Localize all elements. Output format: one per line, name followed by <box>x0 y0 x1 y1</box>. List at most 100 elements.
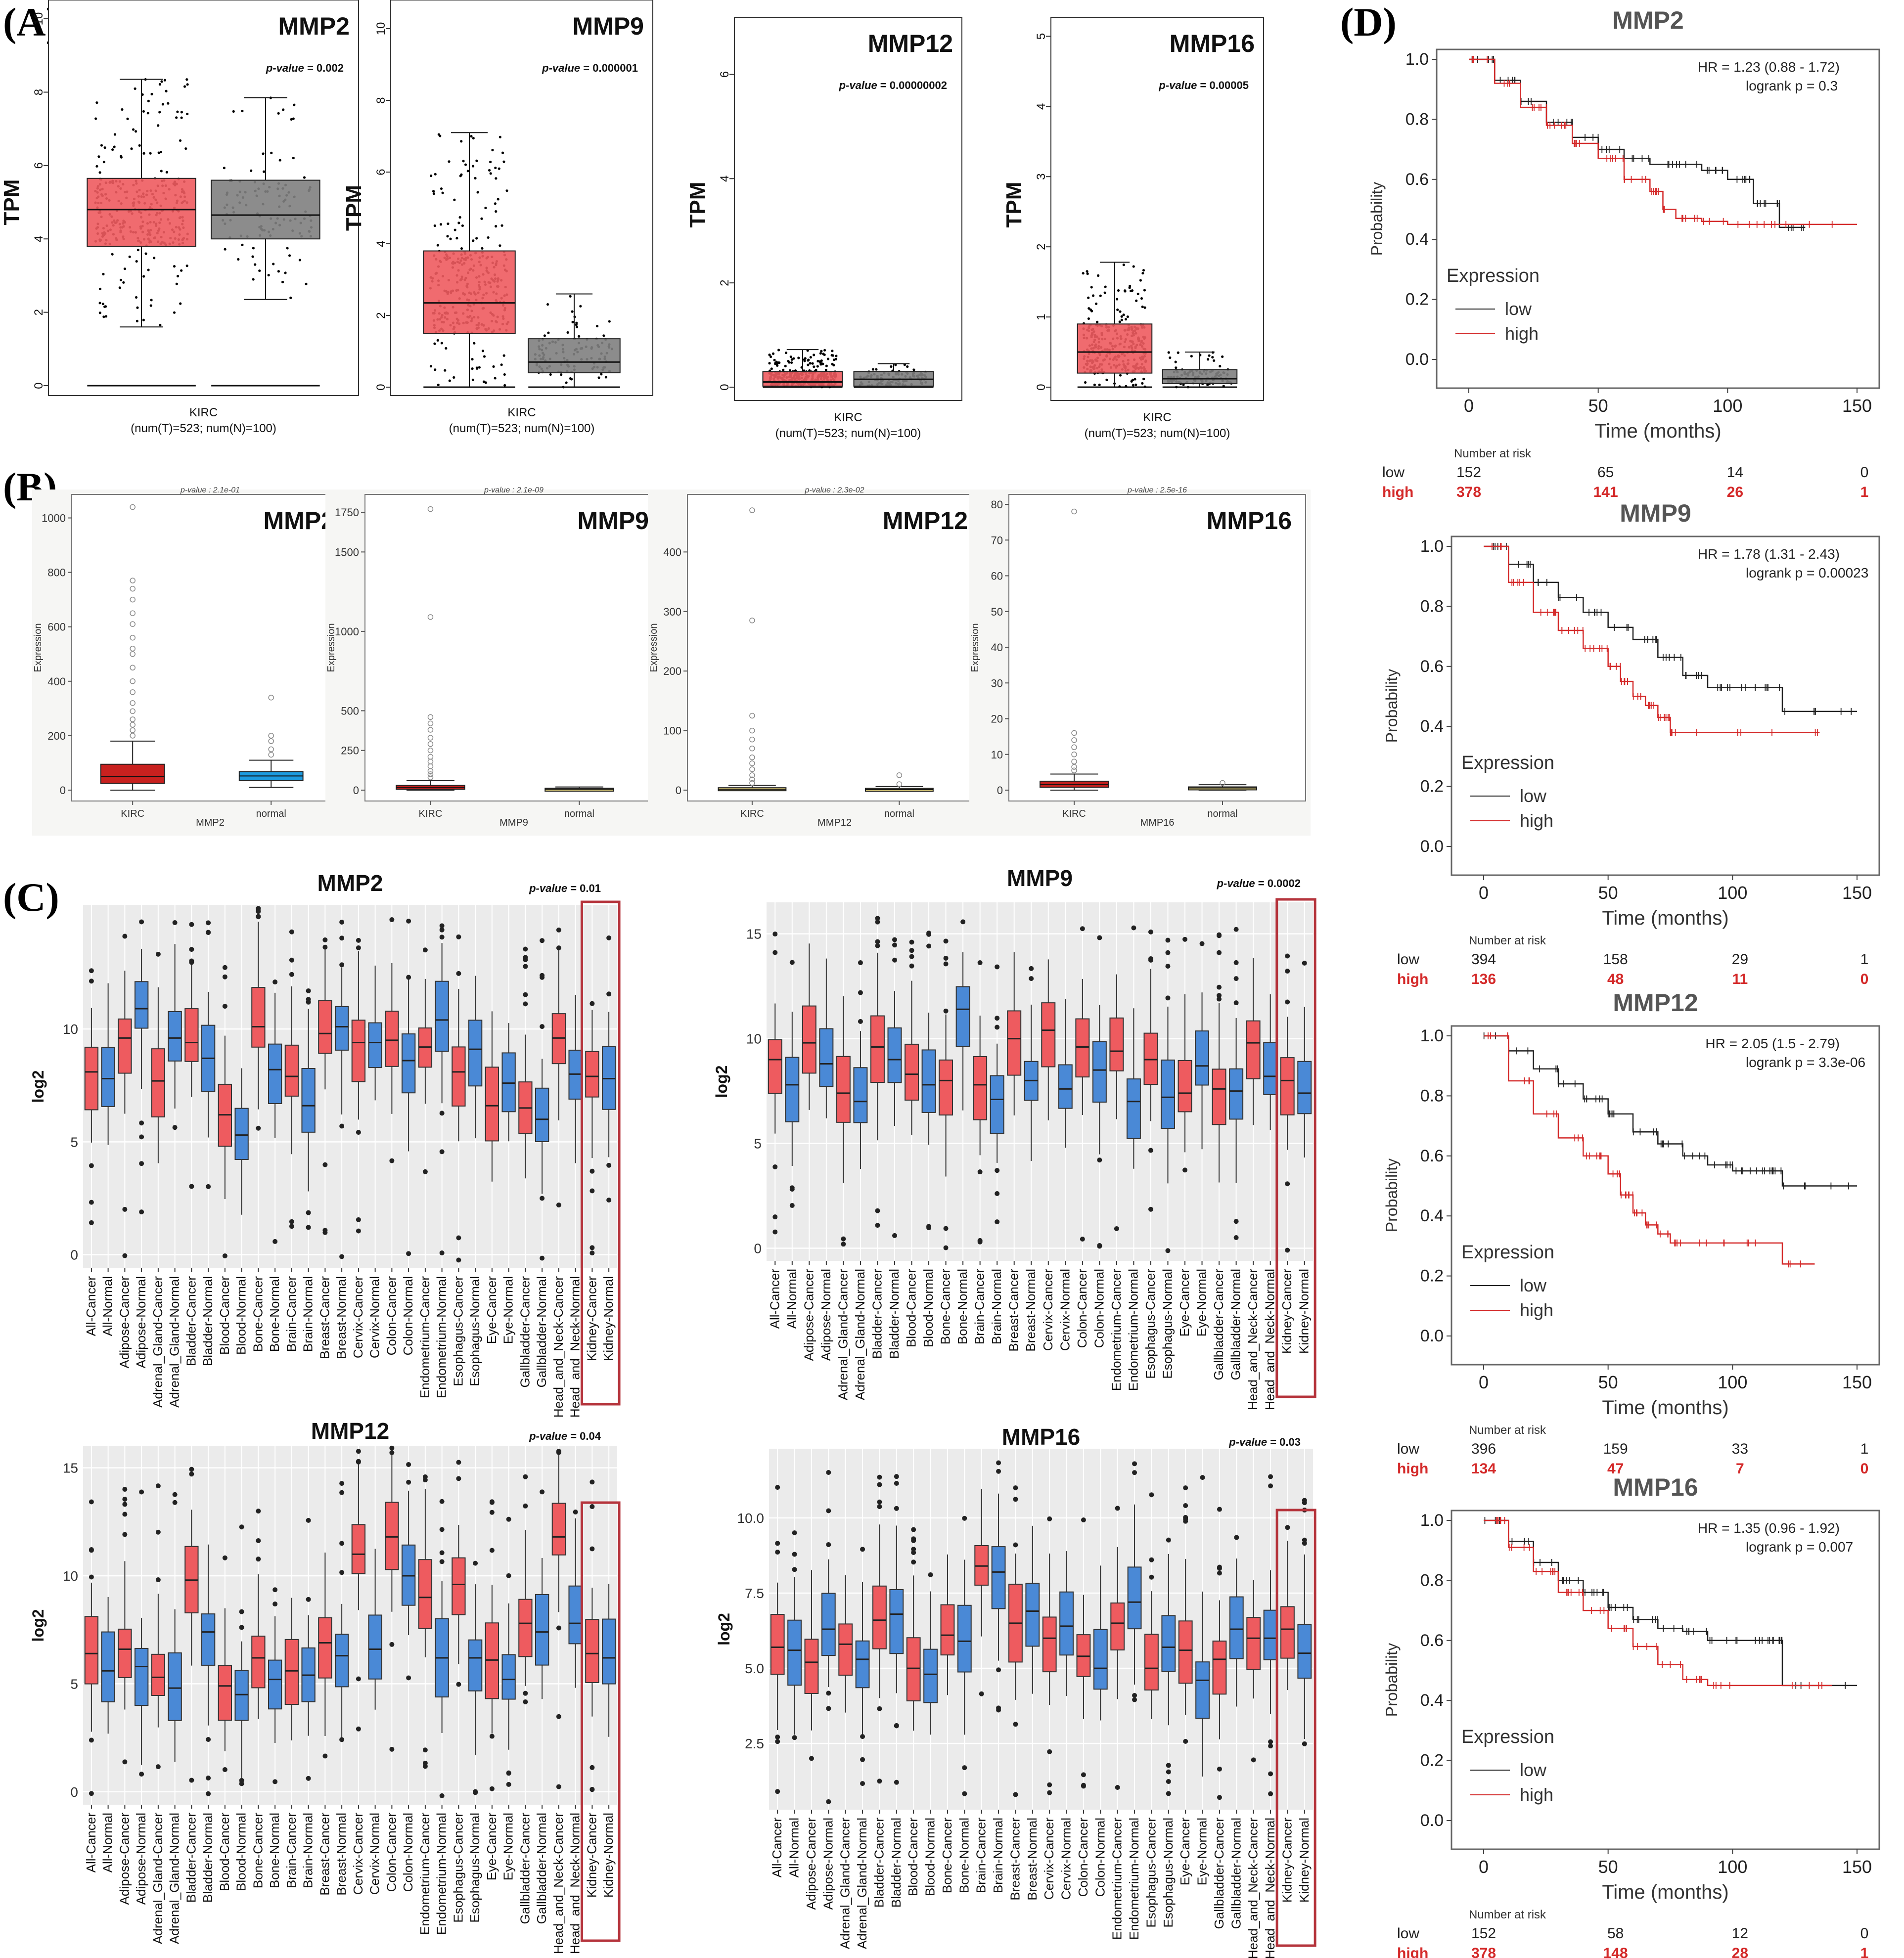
outlier-point <box>256 1538 261 1544</box>
jitter-point <box>1140 297 1143 300</box>
outlier-point <box>1165 950 1171 955</box>
risk-count: 28 <box>1732 1945 1748 1958</box>
y-tick-label: 6 <box>32 162 45 169</box>
outlier-point <box>943 955 949 961</box>
box-kirc <box>100 763 165 784</box>
outlier-point <box>1183 1738 1188 1744</box>
outlier-point <box>894 1481 899 1486</box>
km-curve-low <box>1484 545 1857 712</box>
x-axis-label: KIRC <box>1143 411 1171 424</box>
p-value: p-value = 0.00005 <box>1158 79 1249 91</box>
y-tick-label: 0.8 <box>1405 110 1429 129</box>
outlier-point <box>1217 1565 1222 1571</box>
outlier-point <box>1285 1525 1290 1530</box>
jitter-point <box>474 177 477 179</box>
jitter-point <box>1134 383 1137 386</box>
outlier-point <box>523 1699 528 1705</box>
jitter-point <box>444 369 447 372</box>
box <box>889 1589 904 1654</box>
jitter-point <box>147 268 150 271</box>
jitter-point <box>495 225 498 228</box>
outlier-point <box>1097 935 1102 940</box>
outlier-point <box>1183 1503 1188 1509</box>
box <box>870 1015 885 1083</box>
box <box>134 981 149 1029</box>
jitter-point <box>142 275 145 278</box>
x-tick-label: Brain-Cancer <box>284 1276 299 1352</box>
outlier-point <box>427 747 434 754</box>
jitter-point <box>834 357 838 360</box>
jitter-point <box>436 244 439 247</box>
outlier-point <box>130 634 136 641</box>
y-tick-label: 250 <box>341 745 359 757</box>
jitter-point <box>263 170 266 173</box>
y-tick-label: 1.0 <box>1420 1026 1444 1045</box>
outlier-point <box>1233 927 1239 932</box>
outlier-point <box>540 1196 545 1201</box>
outlier-point <box>1166 1779 1171 1784</box>
x-axis-sublabel: (num(T)=523; num(N)=100) <box>775 427 921 440</box>
jitter-point <box>821 362 824 365</box>
risk-count: 14 <box>1727 464 1743 481</box>
outlier-point <box>792 1567 797 1572</box>
box <box>1025 1583 1040 1647</box>
outlier-point <box>911 1527 916 1532</box>
outlier-point <box>589 1504 595 1510</box>
x-tick-label: Kidney-Normal <box>1297 1269 1312 1354</box>
box <box>1212 1068 1226 1125</box>
jitter-point <box>1167 351 1170 354</box>
jitter-point <box>1104 285 1107 288</box>
jitter-point <box>267 273 270 277</box>
outlier-point <box>1220 780 1225 786</box>
x-tick-label: Head_and_Neck-Normal <box>1263 1818 1277 1958</box>
jitter-point <box>445 347 448 350</box>
box <box>906 1637 921 1701</box>
outlier-point <box>339 1123 345 1129</box>
x-axis-sublabel: (num(T)=523; num(N)=100) <box>1085 427 1230 440</box>
x-tick-label: 0 <box>1479 1857 1489 1877</box>
box-tumor <box>1077 323 1153 374</box>
box <box>1075 1018 1090 1078</box>
outlier-point <box>155 1529 161 1535</box>
box <box>990 1075 1004 1134</box>
chart-a-mmp2: 0 2 4 6 8 10 TPM MMP2 p-value = 0.002 KIRC (num(T)… <box>0 0 359 435</box>
outlier-point <box>1233 976 1239 981</box>
y-tick-label: 4 <box>32 236 45 242</box>
x-tick-label: Bladder-Normal <box>887 1269 902 1359</box>
outlier-point <box>523 992 528 997</box>
jitter-point <box>773 358 776 361</box>
box <box>168 1652 182 1721</box>
outlier-point <box>606 1162 612 1168</box>
x-tick-label: Breast-Normal <box>1023 1269 1038 1352</box>
x-tick-label: Adipose-Normal <box>820 1818 835 1910</box>
x-tick-label: Bladder-Cancer <box>869 1269 884 1359</box>
jitter-point <box>1219 365 1222 368</box>
jitter-point <box>447 222 450 225</box>
jitter-point <box>775 360 778 363</box>
jitter-point <box>457 222 460 224</box>
outlier-point <box>556 1625 561 1631</box>
gene-title: MMP16 <box>1613 1473 1698 1501</box>
outlier-point <box>1165 995 1171 1001</box>
jitter-point <box>771 352 775 355</box>
x-tick-label: 0 <box>1464 396 1474 416</box>
jitter-point <box>570 378 573 381</box>
y-tick-label: 30 <box>991 677 1003 689</box>
outlier-point <box>1132 1692 1137 1698</box>
x-tick-label: Brain-Cancer <box>284 1813 299 1889</box>
outlier-point <box>122 1759 128 1765</box>
jitter-point <box>1087 296 1090 299</box>
jitter-point <box>185 78 188 81</box>
box <box>351 1020 366 1082</box>
x-tick-label: Eye-Normal <box>1195 1818 1210 1885</box>
jitter-point <box>460 247 463 250</box>
outlier-point <box>506 1516 511 1522</box>
jitter-point <box>579 305 582 308</box>
x-tick-label: Bone-Normal <box>955 1269 970 1344</box>
outlier-point <box>1148 1148 1153 1153</box>
outlier-point <box>389 917 395 922</box>
jitter-point <box>1141 305 1144 309</box>
outlier-point <box>749 618 755 623</box>
jitter-point <box>100 144 103 147</box>
x-tick-label: All-Normal <box>100 1813 115 1872</box>
